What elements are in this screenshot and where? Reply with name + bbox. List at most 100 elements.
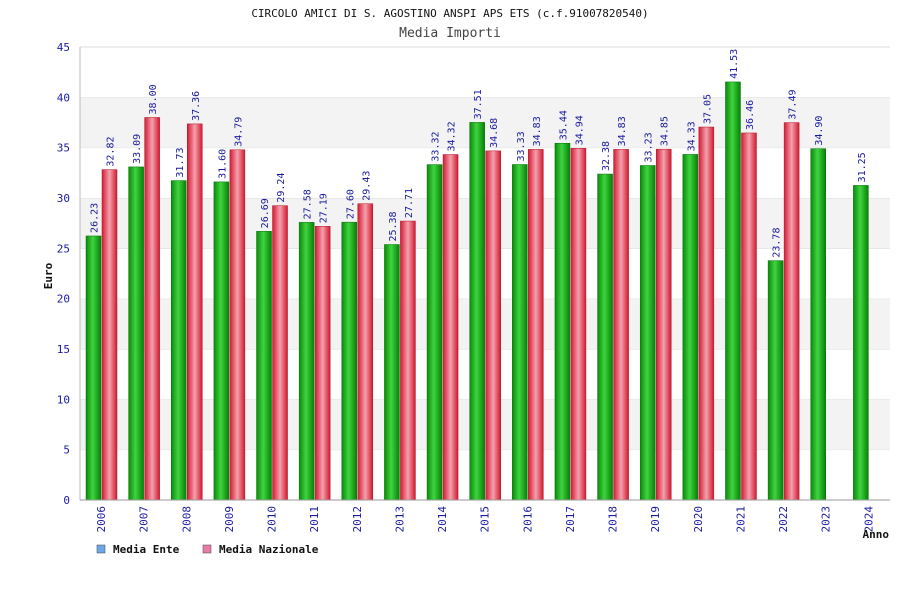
bar-media-ente-2022 <box>767 260 784 501</box>
y-tick-label: 25 <box>57 242 70 255</box>
data-label: 27.60 <box>345 189 356 219</box>
legend-swatch-media-nazionale <box>202 544 212 554</box>
legend: Media Ente Media Nazionale <box>96 543 319 556</box>
y-tick-label: 40 <box>57 91 70 104</box>
x-tick-label: 2022 <box>777 506 790 533</box>
bar-media-nazionale-2020 <box>698 126 715 501</box>
x-tick-label: 2009 <box>223 506 236 533</box>
bar-media-nazionale-2008 <box>187 123 203 501</box>
x-tick-label: 2011 <box>308 506 321 533</box>
grid-band <box>80 47 890 98</box>
data-label: 25.38 <box>388 211 399 241</box>
bar-media-ente-2021 <box>725 81 741 501</box>
x-tick-label: 2007 <box>138 506 151 533</box>
x-tick-label: 2012 <box>351 506 364 533</box>
data-label: 36.46 <box>745 100 756 130</box>
legend-label-media-nazionale: Media Nazionale <box>219 543 319 556</box>
data-label: 32.82 <box>106 137 117 167</box>
data-label: 34.32 <box>447 121 458 151</box>
x-tick-label: 2006 <box>95 506 108 533</box>
data-label: 34.85 <box>660 116 671 146</box>
data-label: 27.71 <box>404 188 415 218</box>
bar-media-ente-2007 <box>128 166 144 501</box>
legend-swatch-media-ente <box>96 544 106 554</box>
bar-media-nazionale-2013 <box>400 220 416 501</box>
data-label: 37.36 <box>191 91 202 121</box>
x-axis-ticks: 2006 2007 2008 2009 2010 2011 2012 2013 2014 2015… <box>95 506 875 533</box>
data-label: 41.53 <box>729 49 740 79</box>
bar-media-nazionale-2009 <box>229 149 246 501</box>
bar-media-ente-2011 <box>298 222 315 501</box>
data-label: 34.68 <box>489 118 500 148</box>
y-tick-label: 0 <box>63 494 70 507</box>
data-label: 34.83 <box>532 116 543 146</box>
data-label: 34.33 <box>686 121 697 151</box>
x-tick-label: 2018 <box>607 506 620 533</box>
y-tick-label: 30 <box>57 192 70 205</box>
bar-media-nazionale-2006 <box>101 169 118 501</box>
bar-media-nazionale-2021 <box>741 132 757 501</box>
bar-media-ente-2012 <box>341 221 358 501</box>
y-tick-label: 15 <box>57 343 70 356</box>
bar-media-ente-2006 <box>85 235 102 501</box>
data-label: 34.79 <box>233 117 244 147</box>
data-label: 34.94 <box>574 115 585 145</box>
bar-media-nazionale-2017 <box>570 148 587 501</box>
bar-media-ente-2015 <box>469 122 485 501</box>
data-label: 27.58 <box>303 189 314 219</box>
x-tick-label: 2014 <box>436 506 449 533</box>
data-label: 33.09 <box>132 134 143 164</box>
data-label: 37.51 <box>473 89 484 119</box>
bar-media-ente-2010 <box>256 231 272 501</box>
y-tick-label: 35 <box>57 142 70 155</box>
data-label: 37.05 <box>702 94 713 124</box>
x-tick-label: 2016 <box>521 506 534 533</box>
data-label: 32.38 <box>601 141 612 171</box>
data-label: 33.33 <box>516 131 527 161</box>
bar-media-nazionale-2019 <box>655 148 672 501</box>
data-label: 35.44 <box>558 110 569 140</box>
data-label: 37.49 <box>788 89 799 119</box>
y-axis-ticks: 0 5 10 15 20 25 30 35 40 45 <box>57 41 70 507</box>
bar-media-ente-2023 <box>810 148 826 501</box>
x-tick-label: 2021 <box>734 506 747 533</box>
x-axis-label: Anno <box>863 528 890 541</box>
data-label: 27.19 <box>319 193 330 223</box>
bar-media-nazionale-2022 <box>783 122 800 501</box>
bar-media-ente-2016 <box>512 164 528 501</box>
data-label: 31.25 <box>857 152 868 182</box>
data-label: 26.23 <box>90 203 101 233</box>
x-tick-label: 2017 <box>564 506 577 533</box>
data-labels: 26.23 32.82 33.09 38.00 31.73 37.36 31.60 34.79… <box>90 49 868 258</box>
chart-title: CIRCOLO AMICI DI S. AGOSTINO ANSPI APS E… <box>251 7 648 20</box>
data-label: 38.00 <box>148 84 159 114</box>
bar-media-ente-2013 <box>384 244 400 501</box>
bar-media-ente-2019 <box>639 165 656 501</box>
data-label: 34.83 <box>617 116 628 146</box>
y-axis-label: Euro <box>42 262 55 289</box>
bar-media-nazionale-2018 <box>613 149 629 501</box>
bar-media-nazionale-2016 <box>528 149 544 501</box>
data-label: 34.90 <box>814 116 825 146</box>
bar-media-nazionale-2010 <box>272 205 288 501</box>
x-tick-label: 2008 <box>180 506 193 533</box>
bar-media-ente-2024 <box>853 185 869 501</box>
x-tick-label: 2023 <box>820 506 833 533</box>
data-label: 29.24 <box>276 173 287 203</box>
x-tick-label: 2019 <box>649 506 662 533</box>
bar-media-ente-2014 <box>426 164 443 501</box>
chart-subtitle: Media Importi <box>399 26 501 41</box>
bar-media-ente-2009 <box>213 181 230 501</box>
bar-media-ente-2020 <box>682 154 699 501</box>
data-label: 33.23 <box>644 132 655 162</box>
data-label: 31.73 <box>175 147 186 177</box>
bar-media-ente-2018 <box>597 173 613 501</box>
data-label: 29.43 <box>361 171 372 201</box>
y-tick-label: 10 <box>57 393 70 406</box>
bar-media-nazionale-2011 <box>314 226 331 501</box>
bar-media-nazionale-2007 <box>144 117 160 501</box>
x-tick-label: 2015 <box>479 506 492 533</box>
y-tick-label: 5 <box>63 444 70 457</box>
bar-media-nazionale-2014 <box>442 154 459 501</box>
